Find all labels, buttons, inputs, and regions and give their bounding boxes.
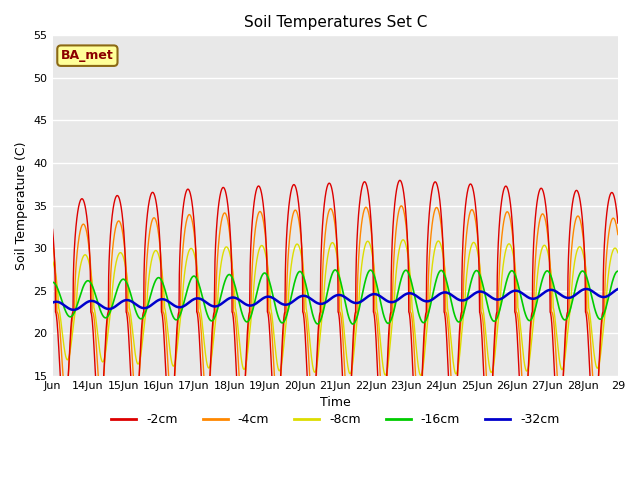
X-axis label: Time: Time [320, 396, 351, 409]
Legend: -2cm, -4cm, -8cm, -16cm, -32cm: -2cm, -4cm, -8cm, -16cm, -32cm [106, 408, 564, 431]
Y-axis label: Soil Temperature (C): Soil Temperature (C) [15, 142, 28, 270]
Title: Soil Temperatures Set C: Soil Temperatures Set C [244, 15, 427, 30]
Text: BA_met: BA_met [61, 49, 114, 62]
